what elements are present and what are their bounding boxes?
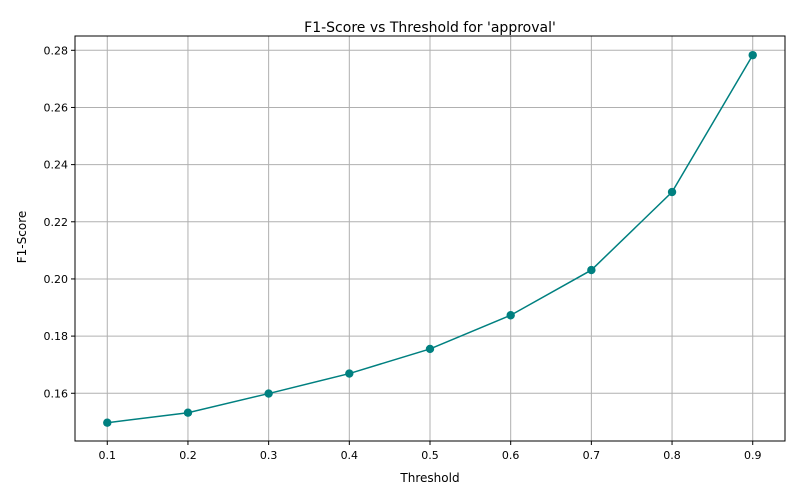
data-point (183, 408, 193, 417)
y-tick-label: 0.24 (44, 159, 69, 172)
x-tick-label: 0.6 (502, 449, 520, 462)
data-point (667, 187, 677, 197)
data-point (587, 265, 596, 275)
series-layer (103, 50, 757, 427)
x-tick-label: 0.3 (260, 449, 278, 462)
data-point (345, 369, 354, 378)
y-tick-label: 0.20 (44, 273, 69, 286)
y-tick-label: 0.18 (44, 330, 69, 343)
x-tick-label: 0.9 (744, 449, 762, 462)
x-tick-label: 0.1 (99, 449, 117, 462)
y-tick-label: 0.16 (44, 387, 69, 400)
y-ticks: 0.16 0.18 0.20 0.22 0.24 0.26 0.28 (44, 44, 75, 400)
x-tick-label: 0.8 (663, 449, 681, 462)
x-tick-label: 0.2 (179, 449, 197, 462)
x-tick-label: 0.5 (421, 449, 439, 462)
y-tick-label: 0.22 (44, 216, 69, 229)
data-point (748, 50, 757, 60)
x-axis-label: Threshold (399, 471, 459, 485)
y-tick-label: 0.26 (44, 101, 69, 114)
y-tick-label: 0.28 (44, 44, 69, 57)
data-point (425, 344, 435, 354)
x-tick-label: 0.7 (583, 449, 601, 462)
data-point (103, 418, 112, 427)
data-point (506, 311, 515, 320)
x-ticks: 0.1 0.2 0.3 0.4 0.5 0.6 0.7 0.8 0.9 (99, 441, 762, 462)
y-axis-label: F1-Score (15, 211, 29, 263)
grid-layer (75, 36, 785, 441)
data-point (264, 389, 273, 398)
x-tick-label: 0.4 (341, 449, 359, 462)
chart-title: F1-Score vs Threshold for 'approval' (304, 20, 556, 36)
